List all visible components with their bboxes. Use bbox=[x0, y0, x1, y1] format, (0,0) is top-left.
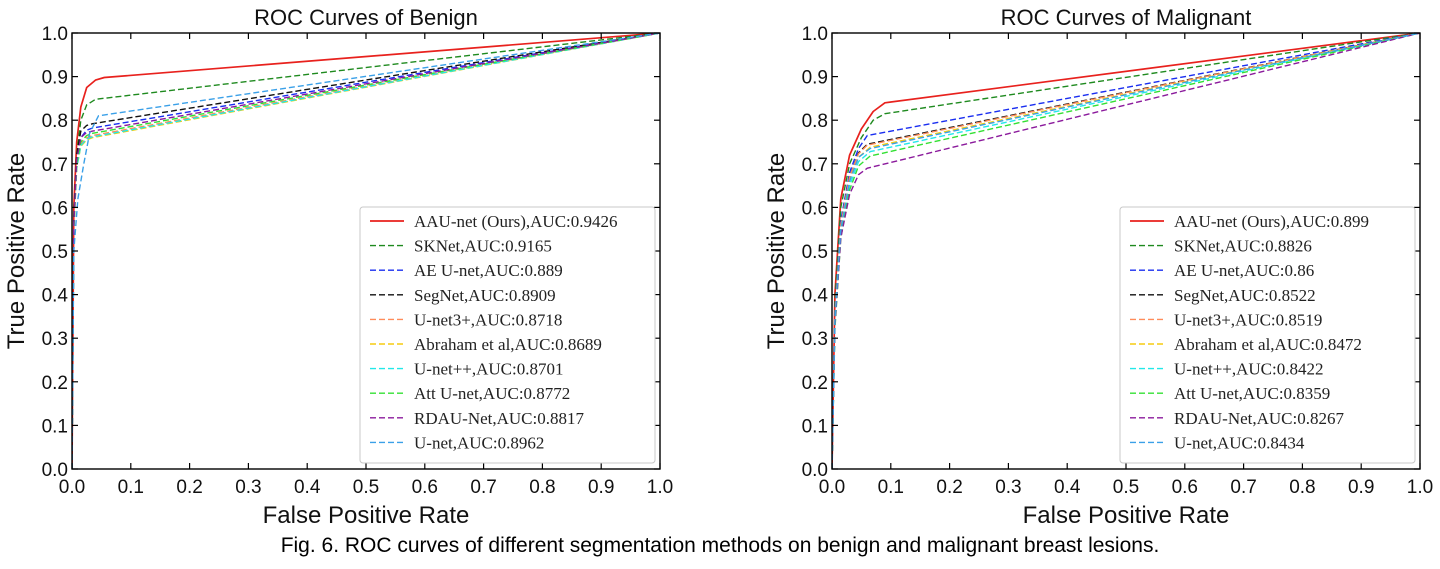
y-tick-label: 0.5 bbox=[802, 242, 828, 263]
x-tick-label: 0.7 bbox=[1230, 477, 1256, 498]
legend-entry: U-net3+,AUC:0.8718 bbox=[414, 310, 562, 329]
benign-roc-chart: ROC Curves of Benign 0.0 0.1 0.2 0.3 0.4 0.5 0.… bbox=[3, 5, 673, 529]
y-tick-label: 0.9 bbox=[42, 68, 68, 89]
legend-entry: AE U-net,AUC:0.889 bbox=[414, 261, 563, 280]
plot-frame bbox=[831, 32, 1421, 470]
legend-entry: SKNet,AUC:0.9165 bbox=[414, 237, 552, 256]
legend-entry: AAU-net (Ours),AUC:0.899 bbox=[1174, 212, 1369, 231]
x-tick-label: 0.5 bbox=[1113, 477, 1139, 498]
y-tick-label: 0.1 bbox=[802, 416, 828, 437]
x-tick-label: 0.7 bbox=[470, 477, 496, 498]
y-tick-label: 0.6 bbox=[802, 198, 828, 219]
roc-curve-rdau-net bbox=[832, 33, 1420, 469]
x-tick-label: 0.2 bbox=[176, 477, 202, 498]
y-tick-label: 0.9 bbox=[802, 68, 828, 89]
legend-entry: Abraham et al,AUC:0.8472 bbox=[1174, 335, 1362, 354]
legend-entry: SKNet,AUC:0.8826 bbox=[1174, 237, 1312, 256]
y-axis-label: True Positive Rate bbox=[3, 153, 30, 350]
y-tick-label: 0.8 bbox=[802, 111, 828, 132]
y-tick-label: 0.3 bbox=[802, 329, 828, 350]
roc-curves bbox=[832, 33, 1420, 469]
x-tick-label: 0.5 bbox=[353, 477, 379, 498]
y-tick-label: 0.7 bbox=[802, 155, 828, 176]
legend-entry: AAU-net (Ours),AUC:0.9426 bbox=[414, 212, 618, 231]
y-tick-label: 0.7 bbox=[42, 155, 68, 176]
legend-entry: RDAU-Net,AUC:0.8267 bbox=[1174, 409, 1344, 428]
legend-entry: SegNet,AUC:0.8909 bbox=[414, 286, 556, 305]
legend-entry: SegNet,AUC:0.8522 bbox=[1174, 286, 1316, 305]
x-tick-label: 0.6 bbox=[1172, 477, 1198, 498]
y-tick-label: 1.0 bbox=[42, 24, 68, 45]
roc-curve-u-net bbox=[832, 33, 1420, 469]
x-tick-label: 0.4 bbox=[1054, 477, 1081, 498]
x-tick-label: 0.3 bbox=[235, 477, 261, 498]
x-tick-label: 1.0 bbox=[1407, 477, 1433, 498]
chart-title: ROC Curves of Malignant bbox=[1001, 5, 1252, 30]
y-tick-label: 0.4 bbox=[42, 286, 69, 307]
y-tick-label: 0.1 bbox=[42, 416, 68, 437]
legend-entry: U-net,AUC:0.8962 bbox=[414, 433, 544, 452]
malignant-roc-chart: ROC Curves of Malignant 0.0 0.1 0.2 0.3 0.4 0.… bbox=[763, 5, 1433, 529]
y-tick-label: 0.4 bbox=[802, 286, 829, 307]
legend-entry: U-net++,AUC:0.8422 bbox=[1174, 360, 1324, 379]
x-tick-label: 0.9 bbox=[1348, 477, 1374, 498]
legend-box bbox=[1119, 206, 1416, 464]
y-axis-label: True Positive Rate bbox=[763, 153, 790, 350]
y-tick-label: 0.6 bbox=[42, 198, 68, 219]
y-tick-label: 0.8 bbox=[42, 111, 68, 132]
roc-curve-rdau-net bbox=[72, 33, 660, 469]
chart-title: ROC Curves of Benign bbox=[254, 5, 478, 30]
x-axis-label: False Positive Rate bbox=[263, 502, 470, 529]
x-tick-label: 0.2 bbox=[936, 477, 962, 498]
y-tick-label: 0.2 bbox=[42, 373, 68, 394]
legend: AAU-net (Ours),AUC:0.9426 SKNet,AUC:0.916… bbox=[359, 206, 656, 464]
x-tick-label: 0.0 bbox=[59, 477, 85, 498]
x-axis-label: False Positive Rate bbox=[1023, 502, 1230, 529]
y-tick-label: 0.0 bbox=[802, 460, 828, 481]
legend-entry: Att U-net,AUC:0.8359 bbox=[1174, 384, 1330, 403]
figure-caption: Fig. 6. ROC curves of different segmenta… bbox=[280, 534, 1160, 557]
x-tick-label: 0.0 bbox=[819, 477, 845, 498]
x-tick-label: 0.4 bbox=[294, 477, 321, 498]
x-tick-label: 0.6 bbox=[412, 477, 438, 498]
x-tick-label: 0.1 bbox=[878, 477, 904, 498]
x-tick-label: 0.8 bbox=[529, 477, 555, 498]
legend-entry: Att U-net,AUC:0.8772 bbox=[414, 384, 570, 403]
x-tick-label: 0.3 bbox=[995, 477, 1021, 498]
legend-entry: U-net3+,AUC:0.8519 bbox=[1174, 310, 1322, 329]
y-tick-label: 0.5 bbox=[42, 242, 68, 263]
y-tick-label: 0.2 bbox=[802, 373, 828, 394]
legend-entry: RDAU-Net,AUC:0.8817 bbox=[414, 409, 584, 428]
y-tick-label: 1.0 bbox=[802, 24, 828, 45]
roc-curve-u-net3- bbox=[832, 33, 1420, 469]
legend-box bbox=[359, 206, 656, 464]
roc-curve-u-net- bbox=[832, 33, 1420, 469]
legend-entry: Abraham et al,AUC:0.8689 bbox=[414, 335, 602, 354]
legend: AAU-net (Ours),AUC:0.899 SKNet,AUC:0.8826… bbox=[1119, 206, 1416, 464]
legend-entry: AE U-net,AUC:0.86 bbox=[1174, 261, 1314, 280]
x-tick-label: 0.1 bbox=[118, 477, 144, 498]
x-tick-label: 0.9 bbox=[588, 477, 614, 498]
x-tick-label: 1.0 bbox=[647, 477, 673, 498]
y-tick-label: 0.3 bbox=[42, 329, 68, 350]
legend-entry: U-net,AUC:0.8434 bbox=[1174, 433, 1305, 452]
x-tick-label: 0.8 bbox=[1289, 477, 1315, 498]
plot-frame bbox=[71, 32, 661, 470]
legend-entry: U-net++,AUC:0.8701 bbox=[414, 360, 564, 379]
y-tick-label: 0.0 bbox=[42, 460, 68, 481]
